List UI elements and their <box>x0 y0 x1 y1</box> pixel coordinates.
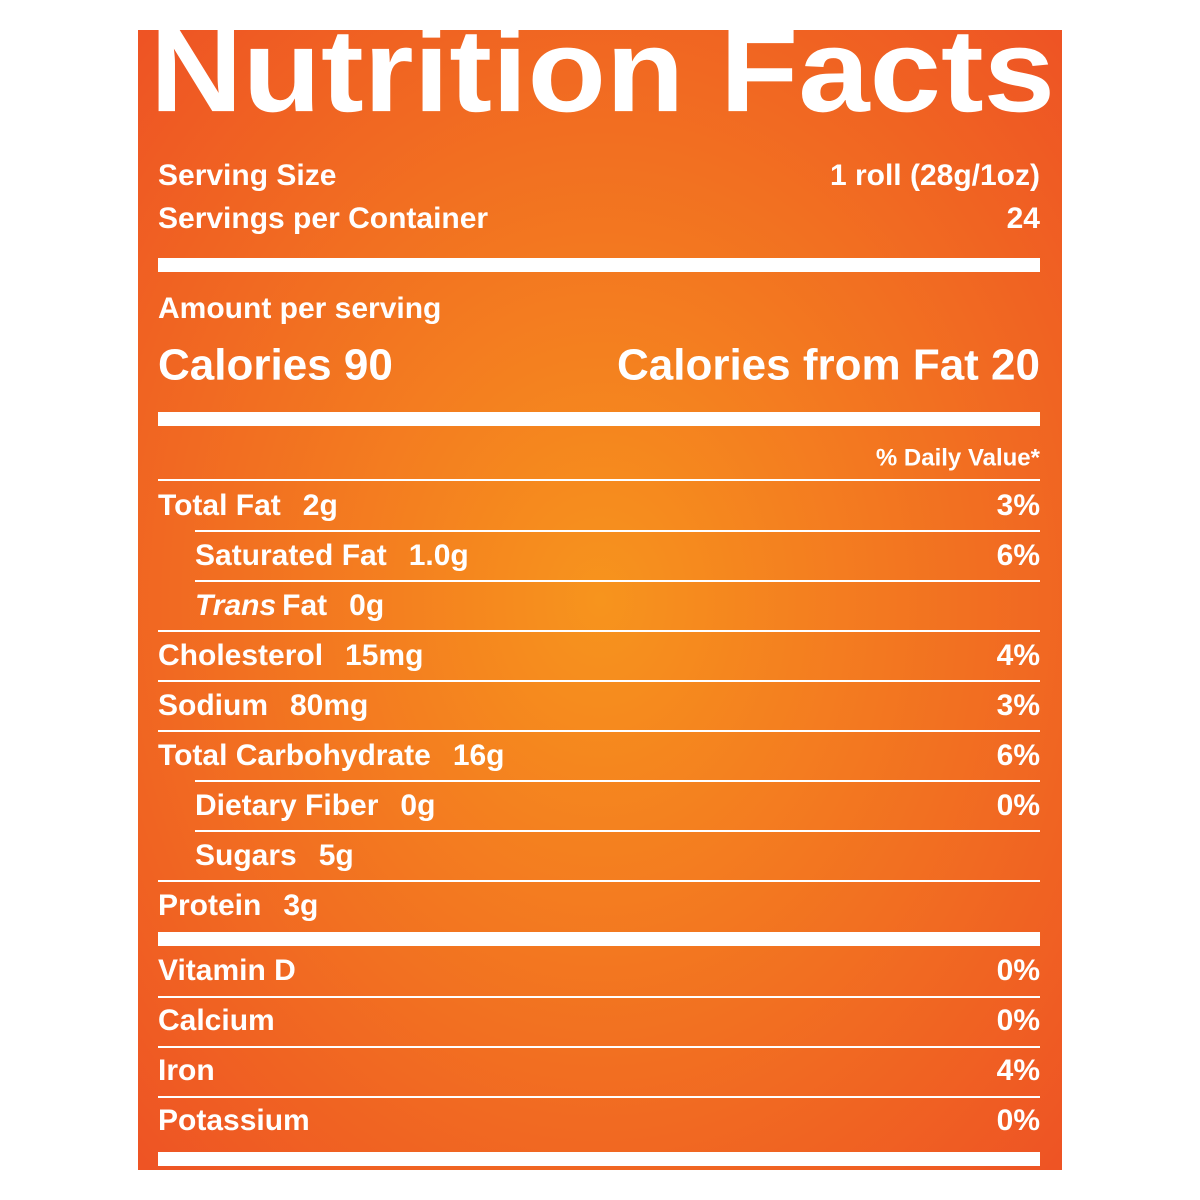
thin-rule <box>195 580 1040 582</box>
nutrient-name: Total Fat <box>158 489 281 522</box>
thin-rule <box>195 830 1040 832</box>
thin-rule <box>195 530 1040 532</box>
calories: Calories 90 <box>158 341 393 390</box>
vitamin-dv: 0% <box>997 954 1040 987</box>
title: Nutrition Facts <box>150 5 1055 137</box>
nutrient-dv: 6% <box>997 539 1040 572</box>
nutrient-name-italic: Trans <box>195 589 276 622</box>
amount-label: Amount per serving <box>158 292 441 325</box>
nutrient-amount: 15mg <box>345 639 423 672</box>
nutrient-label: Protein 3g <box>158 889 318 922</box>
thick-rule <box>158 1152 1040 1166</box>
nutrient-dv: 3% <box>997 489 1040 522</box>
label-panel <box>138 30 1062 1170</box>
nutrient-label: Dietary Fiber 0g <box>195 789 435 822</box>
nutrient-amount: 0g <box>349 589 384 622</box>
thick-rule <box>158 258 1040 272</box>
thin-rule <box>158 1046 1040 1048</box>
nutrient-amount: 2g <box>303 489 338 522</box>
vitamin-dv: 4% <box>997 1054 1040 1087</box>
thin-rule <box>158 996 1040 998</box>
servings-value: 24 <box>1007 202 1041 235</box>
serving-size-value: 1 roll (28g/1oz) <box>830 159 1040 192</box>
thin-rule <box>158 1096 1040 1098</box>
nutrient-label: Sodium 80mg <box>158 689 368 722</box>
thick-rule <box>158 932 1040 946</box>
nutrient-amount: 0g <box>400 789 435 822</box>
nutrient-amount: 80mg <box>290 689 368 722</box>
thin-rule <box>158 680 1040 682</box>
vitamin-dv: 0% <box>997 1104 1040 1137</box>
nutrient-label: Total Fat 2g <box>158 489 338 522</box>
calories-from-fat: Calories from Fat 20 <box>617 341 1040 390</box>
nutrient-amount: 5g <box>319 839 354 872</box>
vitamin-name: Calcium <box>158 1004 275 1037</box>
nutrient-dv: 3% <box>997 689 1040 722</box>
serving-size-label: Serving Size <box>158 159 336 192</box>
nutrient-label: Total Carbohydrate 16g <box>158 739 505 772</box>
nutrient-name: Sodium <box>158 689 268 722</box>
nutrient-amount: 3g <box>283 889 318 922</box>
servings-label: Servings per Container <box>158 202 488 235</box>
nutrient-label: Sugars 5g <box>195 839 354 872</box>
vitamin-name: Vitamin D <box>158 954 296 987</box>
nutrient-name: Sugars <box>195 839 297 872</box>
nutrient-name: Fat <box>282 589 327 622</box>
nutrient-amount: 1.0g <box>409 539 469 572</box>
nutrient-dv: 6% <box>997 739 1040 772</box>
nutrient-amount: 16g <box>453 739 505 772</box>
thick-rule <box>158 412 1040 426</box>
nutrient-dv: 4% <box>997 639 1040 672</box>
dv-header: % Daily Value* <box>876 444 1041 471</box>
thin-rule <box>158 479 1040 481</box>
nutrient-name: Protein <box>158 889 261 922</box>
nutrient-label: Saturated Fat 1.0g <box>195 539 469 572</box>
thin-rule <box>158 630 1040 632</box>
thin-rule <box>195 780 1040 782</box>
nutrient-name: Total Carbohydrate <box>158 739 431 772</box>
thin-rule <box>158 880 1040 882</box>
nutrient-label: Cholesterol 15mg <box>158 639 423 672</box>
nutrient-dv: 0% <box>997 789 1040 822</box>
thin-rule <box>158 730 1040 732</box>
vitamin-name: Iron <box>158 1054 215 1087</box>
nutrient-label: Trans Fat 0g <box>195 589 384 622</box>
vitamin-dv: 0% <box>997 1004 1040 1037</box>
nutrient-name: Saturated Fat <box>195 539 387 572</box>
nutrient-name: Cholesterol <box>158 639 323 672</box>
nutrient-name: Dietary Fiber <box>195 789 379 822</box>
vitamin-name: Potassium <box>158 1104 310 1137</box>
